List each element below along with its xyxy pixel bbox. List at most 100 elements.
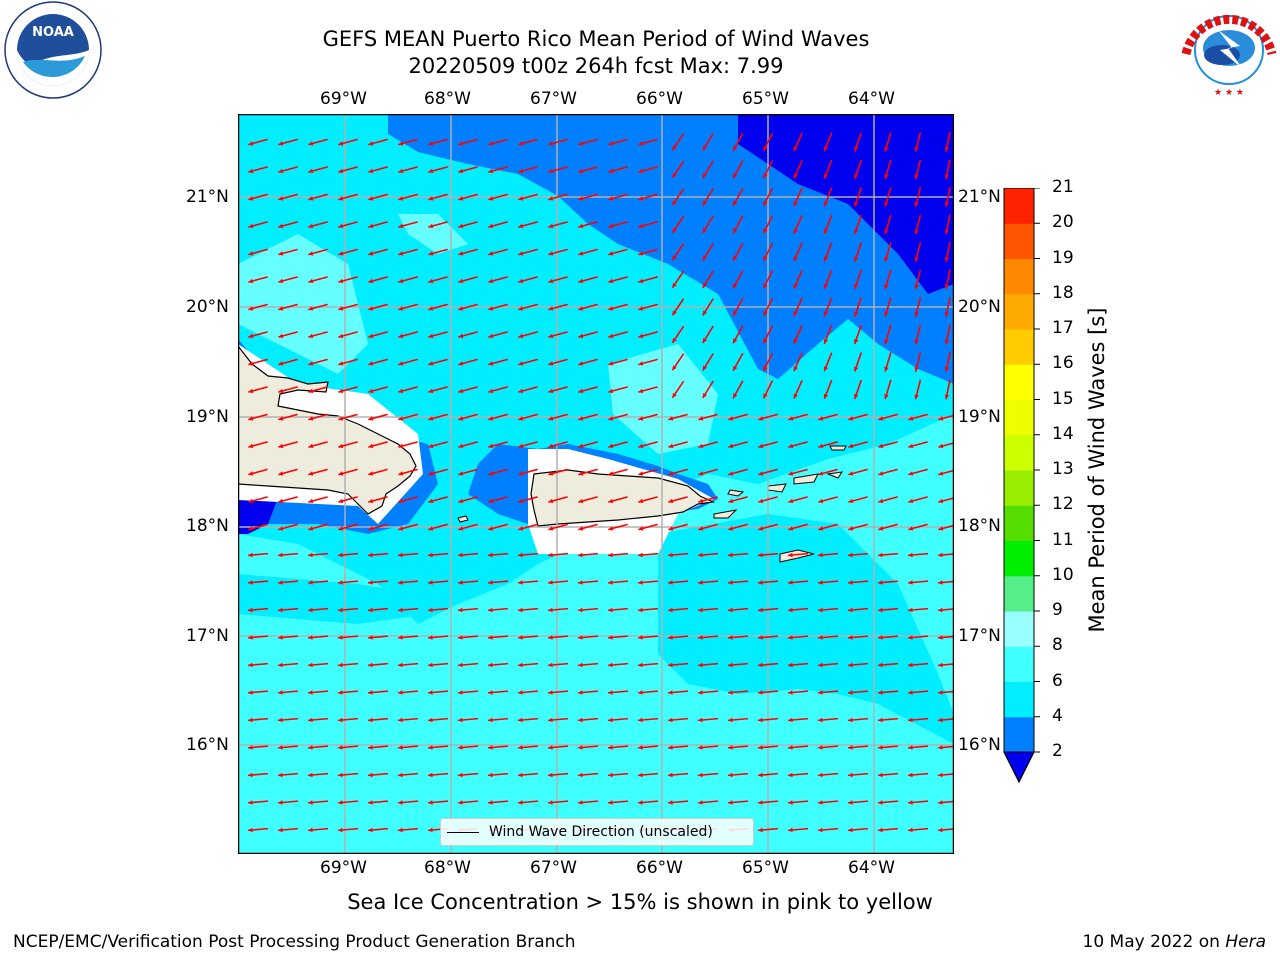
wave-arrow-head bbox=[733, 283, 738, 289]
wave-arrow-head bbox=[944, 394, 950, 400]
wave-arrow-head bbox=[398, 717, 403, 723]
wave-arrow-head bbox=[938, 443, 944, 449]
wave-arrow-head bbox=[548, 498, 554, 504]
wave-arrow-head bbox=[793, 228, 798, 234]
wave-arrow-head bbox=[398, 800, 403, 805]
wave-arrow-head bbox=[848, 800, 853, 805]
wave-arrow-head bbox=[248, 526, 254, 531]
wave-arrow-head bbox=[398, 361, 404, 366]
wave-arrow-head bbox=[338, 278, 344, 284]
legend-line-swatch bbox=[447, 831, 479, 833]
wave-arrow-head bbox=[428, 388, 434, 394]
wave-arrow-head bbox=[398, 388, 404, 394]
wave-arrow-head bbox=[763, 255, 768, 261]
wave-arrow-head bbox=[848, 690, 853, 695]
wave-arrow-head bbox=[248, 168, 254, 174]
wave-arrow-head bbox=[788, 635, 793, 640]
wave-arrow-head bbox=[278, 552, 283, 558]
wave-arrow-head bbox=[788, 580, 793, 585]
wave-arrow-head bbox=[938, 635, 943, 640]
wave-arrow-head bbox=[458, 526, 464, 531]
wave-arrow-head bbox=[458, 772, 463, 778]
colorbar-title: Mean Period of Wind Waves [s] bbox=[1085, 307, 1109, 633]
wave-arrow-head bbox=[428, 141, 434, 146]
wave-arrow-head bbox=[308, 772, 313, 778]
wave-arrow-head bbox=[308, 168, 314, 174]
wave-arrow-head bbox=[733, 255, 738, 261]
wave-arrow-head bbox=[944, 146, 950, 152]
wave-arrow-head bbox=[733, 338, 738, 344]
wave-arrow-head bbox=[548, 635, 553, 640]
footer-date-text: 10 May 2022 on bbox=[1082, 932, 1226, 952]
lat-label-left: 16°N bbox=[186, 735, 229, 755]
wave-arrow-head bbox=[428, 635, 433, 640]
wave-arrow-head bbox=[428, 306, 434, 311]
wave-arrow-head bbox=[398, 498, 404, 504]
wave-arrow-head bbox=[248, 278, 254, 284]
wave-arrow-head bbox=[702, 310, 708, 316]
wave-arrow-head bbox=[884, 201, 889, 207]
wave-arrow-head bbox=[638, 607, 643, 613]
virgin-islands bbox=[713, 445, 847, 519]
wave-arrow-head bbox=[248, 745, 253, 750]
wave-arrow-head bbox=[578, 552, 583, 558]
wave-arrow-head bbox=[944, 366, 950, 372]
wave-arrow-head bbox=[698, 662, 703, 668]
wave-arrow-head bbox=[308, 306, 314, 311]
wave-arrow-head bbox=[793, 311, 798, 317]
wave-arrow-head bbox=[488, 361, 494, 366]
wave-arrow-head bbox=[338, 251, 344, 256]
wave-arrow-head bbox=[672, 337, 677, 343]
wave-arrow-head bbox=[608, 306, 614, 311]
lat-label-right: 21°N bbox=[958, 187, 1001, 207]
wave-arrow-head bbox=[248, 498, 254, 504]
wave-arrow-head bbox=[338, 526, 344, 531]
wave-arrow-head bbox=[488, 552, 493, 558]
wave-arrow-head bbox=[338, 580, 343, 585]
wave-arrow-head bbox=[548, 772, 553, 778]
wave-arrow-head bbox=[698, 443, 704, 449]
wave-arrow-head bbox=[638, 416, 644, 421]
wave-arrow-head bbox=[758, 772, 763, 778]
wave-arrow-head bbox=[368, 662, 373, 668]
wave-arrow-head bbox=[638, 306, 644, 311]
wave-arrow-head bbox=[733, 173, 738, 179]
wave-arrow-head bbox=[488, 306, 494, 311]
wave-arrow-head bbox=[278, 800, 283, 805]
wave-arrow-head bbox=[428, 827, 433, 833]
wave-arrow-head bbox=[823, 366, 829, 372]
wave-arrow-head bbox=[728, 607, 733, 613]
wave-arrow-head bbox=[698, 800, 703, 805]
wave-arrow-head bbox=[818, 690, 823, 695]
wave-arrow-head bbox=[398, 772, 403, 778]
wave-arrow-head bbox=[278, 196, 284, 201]
wave-arrow-head bbox=[458, 498, 464, 504]
wave-arrow-head bbox=[518, 607, 523, 613]
wave-arrow-head bbox=[884, 229, 889, 235]
wave-arrow-head bbox=[944, 174, 950, 180]
wave-arrow-head bbox=[578, 278, 584, 284]
wave-arrow-head bbox=[308, 278, 314, 284]
wave-arrow-head bbox=[728, 800, 733, 805]
wave-arrow-head bbox=[638, 717, 643, 723]
map-legend: Wind Wave Direction (unscaled) bbox=[440, 818, 754, 846]
wave-arrow-head bbox=[338, 141, 344, 146]
wave-arrow-head bbox=[672, 365, 677, 371]
wave-arrow-head bbox=[308, 552, 313, 558]
map-title: GEFS MEAN Puerto Rico Mean Period of Win… bbox=[322, 27, 870, 51]
wave-arrow-head bbox=[248, 141, 254, 146]
wave-arrow-head bbox=[368, 745, 373, 750]
wave-arrow-head bbox=[848, 662, 853, 668]
wave-arrow-head bbox=[793, 338, 798, 344]
wave-arrow-head bbox=[338, 662, 343, 668]
wave-arrow-head bbox=[398, 526, 404, 531]
wave-arrow-head bbox=[728, 772, 733, 778]
lon-label-bottom: 68°W bbox=[424, 858, 471, 878]
wave-arrow-head bbox=[488, 690, 493, 695]
wave-arrow-head bbox=[308, 690, 313, 695]
wave-arrow-head bbox=[938, 717, 943, 723]
wave-arrow-head bbox=[398, 443, 404, 449]
colorbar-tick-label: 12 bbox=[1052, 494, 1074, 515]
wave-arrow-head bbox=[608, 443, 614, 449]
wave-arrow-head bbox=[938, 827, 943, 833]
